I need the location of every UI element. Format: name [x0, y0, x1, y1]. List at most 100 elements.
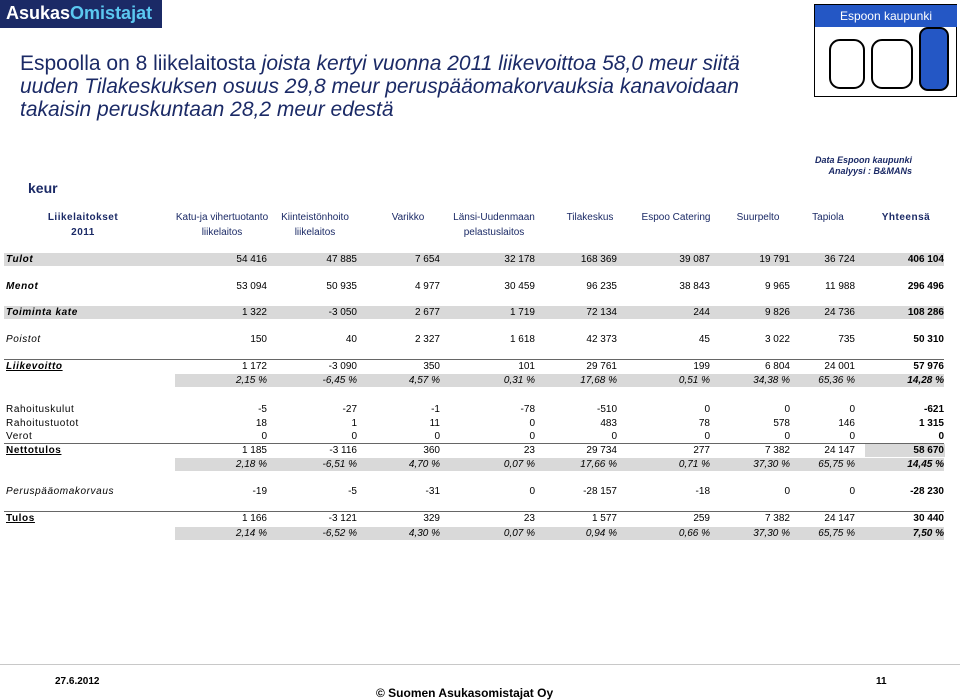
value-cell: 1 172 — [241, 361, 267, 372]
value-cell: 360 — [423, 445, 440, 456]
value-cell: 259 — [693, 513, 710, 524]
value-cell: 150 — [250, 334, 267, 345]
column-header: Espoo Catering — [641, 212, 711, 223]
logo-band — [815, 5, 957, 27]
value-cell: 78 — [698, 418, 710, 429]
column-header: Katu-ja vihertuotanto — [175, 212, 269, 223]
value-cell: 296 496 — [907, 281, 944, 292]
row-label: Liikevoitto — [6, 361, 63, 372]
percent-cell: 2,14 % — [235, 528, 267, 539]
logo-shape — [829, 39, 865, 89]
value-cell: 2 327 — [414, 334, 440, 345]
percent-cell: 0,71 % — [678, 459, 710, 470]
value-cell: 0 — [784, 404, 790, 415]
value-cell: 277 — [693, 445, 710, 456]
percent-cell: 4,30 % — [408, 528, 440, 539]
value-cell: 1 577 — [591, 513, 617, 524]
title: Espoolla on 8 liikelaitosta joista kerty… — [20, 52, 800, 121]
value-cell: 0 — [784, 486, 790, 497]
column-header: Varikko — [391, 212, 425, 223]
value-cell: 47 885 — [326, 254, 357, 265]
source-line: Analyysi : B&MANs — [828, 166, 912, 176]
value-cell: 29 734 — [586, 445, 617, 456]
percent-cell: 17,66 % — [580, 459, 617, 470]
column-header: Tapiola — [812, 212, 844, 223]
brand-bar — [0, 0, 162, 28]
value-cell: 19 791 — [759, 254, 790, 265]
percent-cell: 2,18 % — [235, 459, 267, 470]
value-cell: 0 — [351, 431, 357, 442]
value-cell: 39 087 — [679, 254, 710, 265]
percent-cell: 4,70 % — [408, 459, 440, 470]
value-cell: -28 157 — [583, 486, 617, 497]
logo: Espoon kaupunki — [814, 4, 957, 97]
value-cell: 53 094 — [236, 281, 267, 292]
row-rule — [4, 443, 944, 444]
row-label: Toiminta kate — [6, 307, 78, 318]
value-cell: 40 — [345, 334, 357, 345]
percent-cell: 0,66 % — [678, 528, 710, 539]
title-part: joista kertyi vuonna 2011 liikevoittoa 5… — [20, 52, 740, 121]
value-cell: 0 — [434, 431, 440, 442]
percent-cell: 7,50 % — [912, 528, 944, 539]
value-cell: 45 — [698, 334, 710, 345]
column-header: liikelaitos — [294, 227, 336, 238]
value-cell: 24 001 — [824, 361, 855, 372]
value-cell: 0 — [704, 404, 710, 415]
value-cell: 329 — [423, 513, 440, 524]
value-cell: 29 761 — [586, 361, 617, 372]
percent-cell: 0,07 % — [503, 528, 535, 539]
value-cell: 42 373 — [586, 334, 617, 345]
percent-cell: 2,15 % — [235, 375, 267, 386]
title-part: Espoolla on 8 liikelaitosta — [20, 52, 262, 75]
value-cell: 406 104 — [907, 254, 944, 265]
value-cell: 23 — [523, 513, 535, 524]
value-cell: 11 — [429, 418, 440, 429]
value-cell: 7 382 — [764, 513, 790, 524]
value-cell: 58 670 — [913, 445, 944, 456]
brand-part: Omistajat — [70, 3, 153, 23]
value-cell: 57 976 — [913, 361, 944, 372]
percent-cell: 0,51 % — [678, 375, 710, 386]
value-cell: 0 — [529, 486, 535, 497]
value-cell: 50 935 — [326, 281, 357, 292]
value-cell: 30 459 — [504, 281, 535, 292]
value-cell: 72 134 — [586, 307, 617, 318]
value-cell: -5 — [258, 404, 267, 415]
value-cell: 9 965 — [764, 281, 790, 292]
footer-date: 27.6.2012 — [55, 676, 100, 687]
column-header: liikelaitos — [201, 227, 243, 238]
percent-cell: 0,94 % — [585, 528, 617, 539]
percent-cell: 14,28 % — [907, 375, 944, 386]
value-cell: 38 843 — [679, 281, 710, 292]
value-cell: 11 988 — [825, 281, 855, 292]
value-cell: -18 — [695, 486, 710, 497]
percent-cell: 17,68 % — [580, 375, 617, 386]
value-cell: 578 — [773, 418, 790, 429]
row-band — [4, 253, 944, 266]
value-cell: 18 — [255, 418, 267, 429]
value-cell: 146 — [838, 418, 855, 429]
source: Data Espoon kaupunki Analyysi : B&MANs — [815, 155, 912, 177]
column-header: Liikelaitokset — [47, 212, 119, 223]
percent-cell: -6,52 % — [322, 528, 357, 539]
value-cell: -1 — [431, 404, 440, 415]
percent-cell: 37,30 % — [753, 528, 790, 539]
percent-cell: 37,30 % — [753, 459, 790, 470]
value-cell: 6 804 — [764, 361, 790, 372]
row-label: Rahoituskulut — [6, 404, 75, 415]
value-cell: 0 — [529, 431, 535, 442]
column-header: pelastuslaitos — [463, 227, 525, 238]
row-label: Verot — [6, 431, 33, 442]
percent-cell: 65,36 % — [818, 375, 855, 386]
row-label: Menot — [6, 281, 39, 292]
value-cell: 23 — [523, 445, 535, 456]
value-cell: 30 440 — [913, 513, 944, 524]
column-header: Tilakeskus — [566, 212, 614, 223]
value-cell: 1 618 — [509, 334, 535, 345]
row-band — [4, 306, 944, 319]
value-cell: 483 — [600, 418, 617, 429]
value-cell: 24 147 — [824, 445, 855, 456]
value-cell: 1 — [351, 418, 357, 429]
value-cell: 0 — [704, 431, 710, 442]
